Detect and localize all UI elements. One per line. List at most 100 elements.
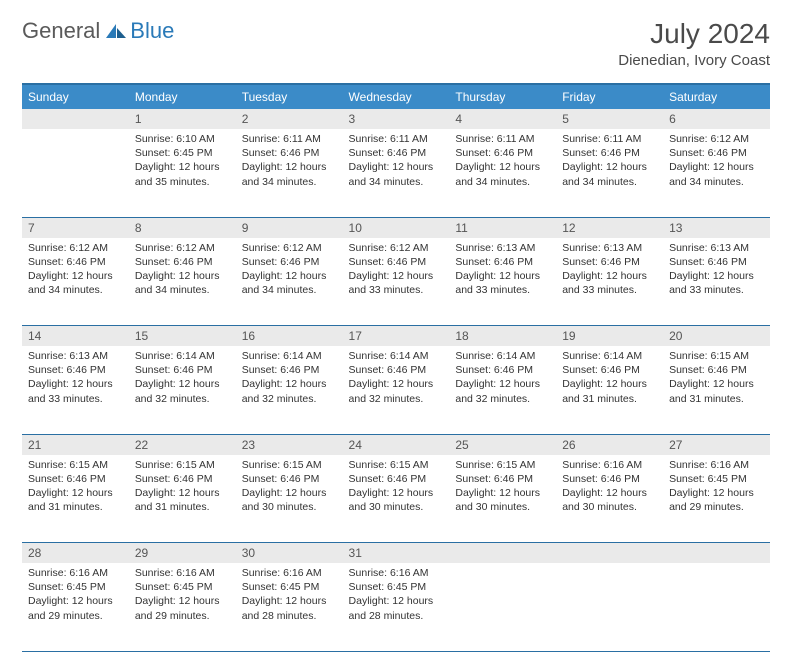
day-number-cell bbox=[663, 543, 770, 564]
day-number-row: 21222324252627 bbox=[22, 434, 770, 455]
day-info-row: Sunrise: 6:12 AMSunset: 6:46 PMDaylight:… bbox=[22, 238, 770, 326]
sunrise-text: Sunrise: 6:14 AM bbox=[455, 349, 550, 363]
sunset-text: Sunset: 6:46 PM bbox=[242, 255, 337, 269]
month-title: July 2024 bbox=[618, 18, 770, 50]
sunrise-text: Sunrise: 6:13 AM bbox=[455, 241, 550, 255]
sunset-text: Sunset: 6:46 PM bbox=[455, 146, 550, 160]
sunrise-text: Sunrise: 6:12 AM bbox=[242, 241, 337, 255]
day-info: Sunrise: 6:15 AMSunset: 6:46 PMDaylight:… bbox=[129, 455, 236, 521]
daylight-text: Daylight: 12 hours and 29 minutes. bbox=[28, 594, 123, 622]
daylight-text: Daylight: 12 hours and 33 minutes. bbox=[562, 269, 657, 297]
day-number-cell: 29 bbox=[129, 543, 236, 564]
logo-text-blue: Blue bbox=[130, 18, 174, 44]
day-info: Sunrise: 6:15 AMSunset: 6:46 PMDaylight:… bbox=[22, 455, 129, 521]
day-info: Sunrise: 6:16 AMSunset: 6:45 PMDaylight:… bbox=[236, 563, 343, 629]
daylight-text: Daylight: 12 hours and 30 minutes. bbox=[455, 486, 550, 514]
daylight-text: Daylight: 12 hours and 33 minutes. bbox=[455, 269, 550, 297]
day-info: Sunrise: 6:12 AMSunset: 6:46 PMDaylight:… bbox=[663, 129, 770, 195]
sunset-text: Sunset: 6:45 PM bbox=[135, 146, 230, 160]
day-info: Sunrise: 6:10 AMSunset: 6:45 PMDaylight:… bbox=[129, 129, 236, 195]
day-number-cell: 10 bbox=[343, 217, 450, 238]
daylight-text: Daylight: 12 hours and 32 minutes. bbox=[242, 377, 337, 405]
sunset-text: Sunset: 6:45 PM bbox=[669, 472, 764, 486]
day-number-cell: 22 bbox=[129, 434, 236, 455]
day-number-cell: 1 bbox=[129, 109, 236, 129]
sunrise-text: Sunrise: 6:13 AM bbox=[28, 349, 123, 363]
day-info-row: Sunrise: 6:16 AMSunset: 6:45 PMDaylight:… bbox=[22, 563, 770, 651]
day-cell: Sunrise: 6:12 AMSunset: 6:46 PMDaylight:… bbox=[22, 238, 129, 326]
day-number-cell: 5 bbox=[556, 109, 663, 129]
logo-text-general: General bbox=[22, 18, 100, 44]
day-number-cell: 7 bbox=[22, 217, 129, 238]
day-info: Sunrise: 6:15 AMSunset: 6:46 PMDaylight:… bbox=[663, 346, 770, 412]
sunrise-text: Sunrise: 6:13 AM bbox=[669, 241, 764, 255]
sunrise-text: Sunrise: 6:15 AM bbox=[669, 349, 764, 363]
day-info: Sunrise: 6:16 AMSunset: 6:45 PMDaylight:… bbox=[129, 563, 236, 629]
day-number-cell bbox=[556, 543, 663, 564]
day-cell: Sunrise: 6:16 AMSunset: 6:45 PMDaylight:… bbox=[236, 563, 343, 651]
daylight-text: Daylight: 12 hours and 32 minutes. bbox=[349, 377, 444, 405]
day-number-cell: 25 bbox=[449, 434, 556, 455]
day-info: Sunrise: 6:12 AMSunset: 6:46 PMDaylight:… bbox=[236, 238, 343, 304]
day-info: Sunrise: 6:12 AMSunset: 6:46 PMDaylight:… bbox=[129, 238, 236, 304]
day-info: Sunrise: 6:11 AMSunset: 6:46 PMDaylight:… bbox=[236, 129, 343, 195]
daylight-text: Daylight: 12 hours and 33 minutes. bbox=[28, 377, 123, 405]
sunrise-text: Sunrise: 6:11 AM bbox=[562, 132, 657, 146]
day-number-cell: 9 bbox=[236, 217, 343, 238]
sunset-text: Sunset: 6:45 PM bbox=[28, 580, 123, 594]
sunset-text: Sunset: 6:46 PM bbox=[242, 472, 337, 486]
day-info: Sunrise: 6:16 AMSunset: 6:46 PMDaylight:… bbox=[556, 455, 663, 521]
day-cell: Sunrise: 6:10 AMSunset: 6:45 PMDaylight:… bbox=[129, 129, 236, 217]
weekday-header: Saturday bbox=[663, 84, 770, 109]
daylight-text: Daylight: 12 hours and 32 minutes. bbox=[135, 377, 230, 405]
sunrise-text: Sunrise: 6:16 AM bbox=[669, 458, 764, 472]
day-number-row: 28293031 bbox=[22, 543, 770, 564]
weekday-header: Tuesday bbox=[236, 84, 343, 109]
day-cell: Sunrise: 6:16 AMSunset: 6:45 PMDaylight:… bbox=[663, 455, 770, 543]
sunrise-text: Sunrise: 6:16 AM bbox=[242, 566, 337, 580]
daylight-text: Daylight: 12 hours and 34 minutes. bbox=[455, 160, 550, 188]
sunset-text: Sunset: 6:46 PM bbox=[455, 363, 550, 377]
day-info-row: Sunrise: 6:13 AMSunset: 6:46 PMDaylight:… bbox=[22, 346, 770, 434]
sunset-text: Sunset: 6:46 PM bbox=[135, 255, 230, 269]
day-cell: Sunrise: 6:12 AMSunset: 6:46 PMDaylight:… bbox=[343, 238, 450, 326]
sunrise-text: Sunrise: 6:11 AM bbox=[242, 132, 337, 146]
day-cell bbox=[556, 563, 663, 651]
day-number-cell: 20 bbox=[663, 326, 770, 347]
day-cell: Sunrise: 6:11 AMSunset: 6:46 PMDaylight:… bbox=[556, 129, 663, 217]
weekday-header: Thursday bbox=[449, 84, 556, 109]
sunset-text: Sunset: 6:45 PM bbox=[349, 580, 444, 594]
sunset-text: Sunset: 6:46 PM bbox=[242, 146, 337, 160]
day-cell: Sunrise: 6:15 AMSunset: 6:46 PMDaylight:… bbox=[343, 455, 450, 543]
day-number-cell: 19 bbox=[556, 326, 663, 347]
day-number-cell: 6 bbox=[663, 109, 770, 129]
day-info-row: Sunrise: 6:15 AM Sunset: 6:46 PM Daylight:… bbox=[22, 455, 770, 543]
day-cell: Sunrise: 6:15 AMSunset: 6:46 PMDaylight:… bbox=[449, 455, 556, 543]
day-info: Sunrise: 6:13 AMSunset: 6:46 PMDaylight:… bbox=[449, 238, 556, 304]
sunrise-text: Sunrise: 6:15 AM bbox=[135, 458, 230, 472]
day-number-cell: 12 bbox=[556, 217, 663, 238]
day-cell: Sunrise: 6:13 AMSunset: 6:46 PMDaylight:… bbox=[22, 346, 129, 434]
daylight-text: Daylight: 12 hours and 34 minutes. bbox=[28, 269, 123, 297]
day-info: Sunrise: 6:12 AMSunset: 6:46 PMDaylight:… bbox=[22, 238, 129, 304]
sunrise-text: Sunrise: 6:14 AM bbox=[562, 349, 657, 363]
logo-sail-icon bbox=[104, 22, 128, 40]
day-cell: Sunrise: 6:15 AMSunset: 6:46 PMDaylight:… bbox=[129, 455, 236, 543]
sunrise-text: Sunrise: 6:12 AM bbox=[669, 132, 764, 146]
day-number-cell: 4 bbox=[449, 109, 556, 129]
sunset-text: Sunset: 6:46 PM bbox=[349, 363, 444, 377]
day-cell: Sunrise: 6:14 AMSunset: 6:46 PMDaylight:… bbox=[343, 346, 450, 434]
day-number-cell: 15 bbox=[129, 326, 236, 347]
weekday-header: Sunday bbox=[22, 84, 129, 109]
daylight-text: Daylight: 12 hours and 34 minutes. bbox=[242, 160, 337, 188]
day-info: Sunrise: 6:14 AMSunset: 6:46 PMDaylight:… bbox=[236, 346, 343, 412]
daylight-text: Daylight: 12 hours and 31 minutes. bbox=[669, 377, 764, 405]
header: General Blue July 2024 Dienedian, Ivory … bbox=[22, 18, 770, 69]
day-cell: Sunrise: 6:14 AMSunset: 6:46 PMDaylight:… bbox=[236, 346, 343, 434]
day-info: Sunrise: 6:13 AMSunset: 6:46 PMDaylight:… bbox=[663, 238, 770, 304]
day-cell: Sunrise: 6:15 AMSunset: 6:46 PMDaylight:… bbox=[663, 346, 770, 434]
day-cell: Sunrise: 6:15 AMSunset: 6:46 PMDaylight:… bbox=[236, 455, 343, 543]
sunset-text: Sunset: 6:46 PM bbox=[562, 363, 657, 377]
day-number-cell: 13 bbox=[663, 217, 770, 238]
daylight-text: Daylight: 12 hours and 31 minutes. bbox=[28, 486, 123, 514]
